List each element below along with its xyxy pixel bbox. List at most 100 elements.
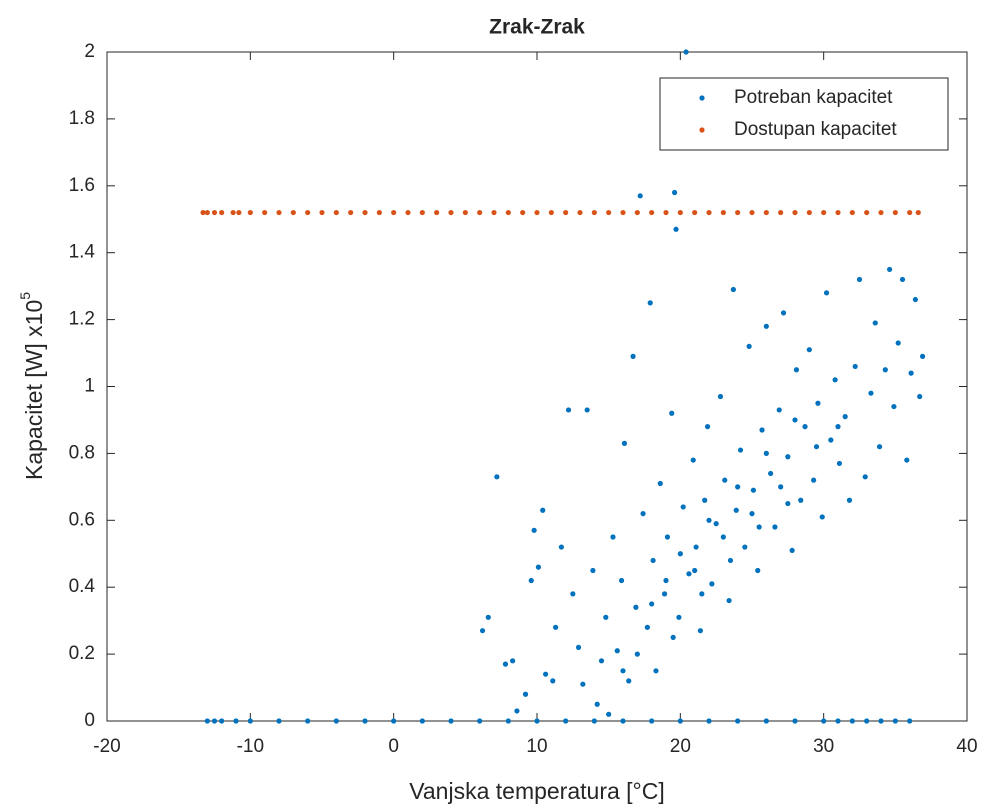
point bbox=[904, 457, 910, 463]
point bbox=[630, 353, 636, 359]
point bbox=[362, 718, 368, 724]
point bbox=[405, 209, 411, 216]
y-axis-label-text: Kapacitet [W] x10 bbox=[21, 300, 47, 480]
point bbox=[852, 363, 858, 370]
point bbox=[479, 628, 486, 634]
point bbox=[749, 511, 755, 517]
point bbox=[563, 209, 569, 216]
point bbox=[520, 209, 526, 216]
point bbox=[772, 524, 778, 530]
x-axis-label: Vanjska temperatura [°C] bbox=[409, 778, 665, 804]
point bbox=[233, 718, 239, 724]
y-tick-label: 1.4 bbox=[69, 242, 96, 263]
point bbox=[912, 296, 919, 303]
y-tick-label: 1.6 bbox=[69, 175, 95, 196]
point bbox=[610, 534, 616, 540]
point bbox=[540, 507, 546, 513]
point bbox=[663, 209, 669, 216]
point bbox=[811, 477, 817, 483]
point bbox=[730, 286, 736, 293]
point bbox=[494, 474, 500, 480]
point bbox=[768, 470, 774, 477]
point bbox=[333, 209, 339, 216]
point bbox=[735, 484, 741, 490]
y-axis-label: Kapacitet [W] x105 bbox=[17, 292, 47, 480]
point bbox=[702, 497, 708, 503]
point bbox=[603, 614, 609, 620]
point bbox=[806, 209, 812, 216]
point bbox=[778, 484, 784, 490]
point bbox=[792, 718, 798, 724]
point bbox=[756, 524, 762, 530]
point bbox=[594, 701, 600, 707]
point bbox=[485, 614, 491, 620]
legend-box bbox=[659, 77, 949, 151]
point bbox=[534, 209, 540, 216]
point bbox=[876, 444, 883, 450]
point bbox=[697, 628, 704, 634]
point bbox=[821, 209, 827, 216]
point bbox=[580, 681, 586, 687]
point bbox=[419, 209, 425, 216]
point bbox=[915, 209, 921, 216]
point bbox=[726, 597, 732, 604]
point bbox=[891, 403, 897, 410]
point bbox=[650, 557, 656, 564]
point bbox=[706, 517, 712, 523]
point bbox=[434, 209, 440, 216]
point bbox=[620, 718, 626, 724]
point bbox=[606, 209, 612, 216]
point bbox=[919, 353, 926, 359]
point bbox=[510, 658, 516, 664]
point bbox=[653, 668, 659, 674]
point bbox=[676, 614, 682, 620]
point bbox=[644, 624, 650, 630]
point bbox=[543, 671, 549, 677]
point bbox=[846, 497, 853, 503]
point bbox=[477, 209, 483, 216]
x-tick-label: 10 bbox=[526, 736, 547, 757]
point bbox=[591, 718, 597, 724]
point bbox=[620, 668, 626, 674]
point bbox=[672, 189, 678, 196]
point bbox=[737, 447, 744, 453]
point bbox=[502, 661, 509, 667]
y-tick-label: 0.8 bbox=[69, 442, 95, 463]
point bbox=[690, 457, 696, 463]
point bbox=[849, 209, 855, 216]
point bbox=[821, 718, 827, 724]
point bbox=[692, 209, 698, 216]
point bbox=[391, 718, 397, 724]
y-tick-label: 1 bbox=[84, 376, 95, 397]
point bbox=[626, 678, 632, 684]
point bbox=[802, 424, 808, 430]
point bbox=[686, 571, 692, 577]
point bbox=[835, 424, 841, 430]
point bbox=[333, 718, 339, 724]
point bbox=[670, 634, 676, 640]
point bbox=[419, 718, 425, 724]
point bbox=[720, 209, 726, 216]
point bbox=[211, 718, 218, 724]
point bbox=[565, 407, 572, 413]
point bbox=[649, 601, 655, 607]
point bbox=[776, 407, 782, 413]
point bbox=[647, 300, 653, 306]
point bbox=[856, 276, 863, 283]
point bbox=[835, 209, 841, 216]
point bbox=[247, 718, 253, 724]
point bbox=[230, 209, 236, 216]
y-axis-exponent: 5 bbox=[17, 292, 33, 300]
point bbox=[746, 343, 752, 349]
point bbox=[907, 718, 913, 724]
point bbox=[785, 454, 791, 460]
point bbox=[649, 209, 655, 216]
point bbox=[505, 209, 511, 216]
point bbox=[200, 209, 206, 216]
point bbox=[550, 678, 556, 684]
point bbox=[448, 718, 454, 724]
point bbox=[835, 718, 841, 724]
point bbox=[892, 718, 898, 724]
x-tick-label: -10 bbox=[237, 736, 264, 757]
